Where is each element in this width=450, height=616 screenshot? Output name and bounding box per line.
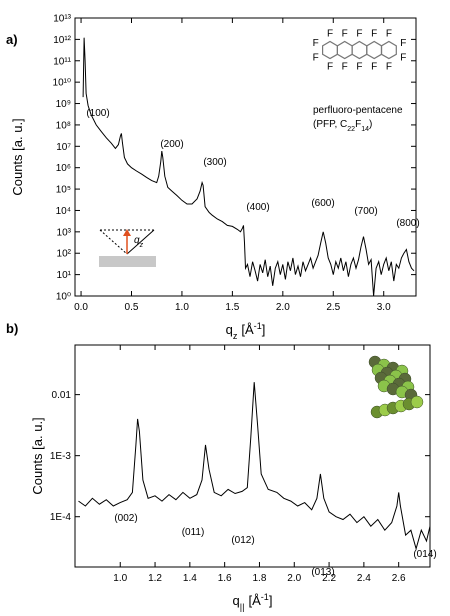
x-axis-label-part: [Å: [241, 322, 254, 337]
x-tick-label: 2.4: [357, 573, 371, 584]
x-axis-label-part: ||: [240, 602, 245, 612]
x-tick-label: 1.0: [175, 302, 189, 313]
atom-label: F: [400, 38, 406, 49]
x-tick-label: 1.8: [253, 573, 267, 584]
compound-formula: (PFP, C22F14): [313, 119, 372, 133]
y-tick-label: 10¹³: [53, 14, 71, 25]
molecule-ring: [380, 40, 397, 60]
y-tick-label: 10¹: [57, 270, 72, 281]
y-tick-label: 1E-4: [50, 512, 72, 523]
y-tick-label: 10¹²: [53, 35, 71, 46]
peak-label: (014): [413, 549, 436, 560]
molecule-ring: [351, 40, 368, 60]
x-axis-label-part: ]: [262, 322, 266, 337]
x-tick-label: 2.0: [276, 302, 290, 313]
q-label-part: z: [139, 242, 144, 249]
peak-label: (013): [311, 567, 334, 578]
peak-label: (100): [86, 108, 109, 119]
peak-label: (300): [203, 157, 226, 168]
peak-label: (600): [311, 198, 334, 209]
y-tick-label: 10⁰: [56, 292, 71, 303]
x-axis-label-part: z: [233, 331, 238, 341]
atom-label: F: [371, 29, 377, 40]
x-axis-label: qz [Å-1]: [226, 321, 266, 341]
compound-formula-part: 14: [361, 126, 369, 133]
y-tick-label: 10²: [57, 249, 72, 260]
data-line: [78, 382, 431, 551]
compound-formula-part: F: [355, 119, 361, 130]
atom-label: F: [327, 62, 333, 73]
k-in: [99, 229, 128, 255]
peak-label: (002): [114, 513, 137, 524]
compound-name: perfluoro-pentacene: [313, 105, 403, 116]
atom-label: F: [371, 62, 377, 73]
peak-label: (700): [354, 206, 377, 217]
y-tick-label: 1E-3: [50, 451, 72, 462]
data-line: [82, 37, 415, 297]
compound-formula-part: (PFP, C: [313, 119, 347, 130]
plot-frame: [74, 17, 417, 297]
compound-formula-part: 22: [347, 126, 355, 133]
x-axis-label: q|| [Å-1]: [233, 592, 273, 612]
y-tick-label: 10⁹: [56, 99, 71, 110]
panel-label: a): [6, 32, 18, 47]
atom-label: F: [356, 62, 362, 73]
y-tick-label: 10⁴: [56, 206, 71, 217]
substrate: [99, 256, 156, 267]
y-axis-label: Counts [a. u.]: [10, 118, 25, 195]
x-axis-label-part: q: [226, 322, 233, 337]
molecule-atom: [410, 395, 424, 409]
x-axis-label-part: q: [233, 593, 240, 608]
compound-formula-part: ): [369, 119, 372, 130]
molecule-ring: [336, 40, 353, 60]
q-label-part: q: [134, 235, 140, 246]
y-tick-label: 10⁸: [56, 120, 71, 131]
x-axis-label-part: [Å: [248, 593, 261, 608]
atom-label: F: [386, 29, 392, 40]
y-tick-label: 10¹¹: [53, 56, 71, 67]
x-axis-label-part: ]: [269, 593, 273, 608]
y-tick-label: 10⁵: [56, 185, 71, 196]
x-tick-label: 2.5: [326, 302, 340, 313]
x-axis-label-part: -1: [261, 592, 269, 602]
peak-label: (200): [160, 139, 183, 150]
y-tick-label: 10⁷: [56, 142, 71, 153]
y-tick-label: 10⁶: [56, 163, 71, 174]
x-axis-label-part: -1: [254, 321, 262, 331]
q-arrow: [123, 229, 131, 236]
y-axis-label: Counts [a. u.]: [30, 417, 45, 494]
atom-label: F: [356, 29, 362, 40]
peak-label: (011): [182, 527, 205, 538]
panel-label: b): [6, 321, 18, 336]
x-tick-label: 1.0: [113, 573, 127, 584]
atom-label: F: [313, 52, 319, 63]
atom-label: F: [386, 62, 392, 73]
atom-label: F: [313, 38, 319, 49]
peak-label: (400): [246, 202, 269, 213]
x-tick-label: 2.6: [392, 573, 406, 584]
atom-label: F: [342, 62, 348, 73]
y-tick-label: 10³: [57, 227, 72, 238]
x-tick-label: 0.5: [125, 302, 139, 313]
x-tick-label: 1.6: [218, 573, 232, 584]
x-tick-label: 1.2: [148, 573, 162, 584]
k-out: [126, 229, 155, 255]
x-tick-label: 2.0: [287, 573, 301, 584]
atom-label: F: [327, 29, 333, 40]
peak-label: (012): [231, 535, 254, 546]
x-tick-label: 3.0: [377, 302, 391, 313]
molecule-ring: [322, 40, 338, 60]
molecule-ring: [366, 40, 383, 60]
peak-label: (800): [396, 218, 419, 229]
q-label: qz: [134, 235, 144, 249]
x-tick-label: 1.4: [183, 573, 197, 584]
x-tick-label: 2.2: [322, 573, 336, 584]
x-tick-label: 1.5: [225, 302, 239, 313]
x-tick-label: 0.0: [74, 302, 88, 313]
y-tick-label: 10¹⁰: [53, 78, 71, 89]
y-tick-label: 0.01: [52, 390, 72, 401]
atom-label: F: [342, 29, 348, 40]
atom-label: F: [400, 52, 406, 63]
